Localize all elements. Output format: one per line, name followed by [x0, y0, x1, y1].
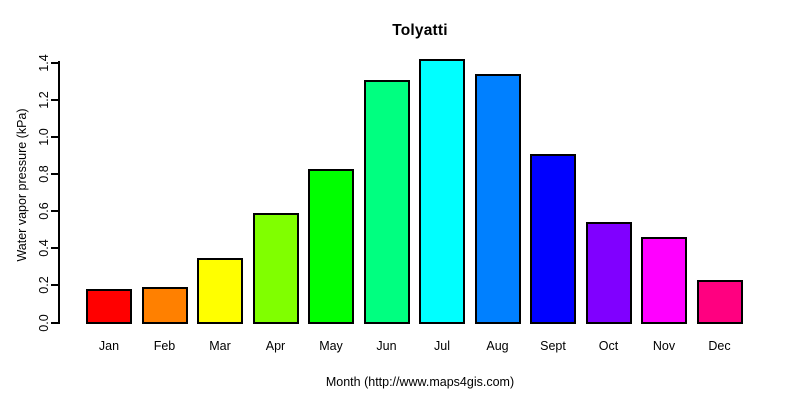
y-tick-mark	[51, 136, 59, 139]
y-tick-mark	[51, 99, 59, 102]
x-tick-label-dec: Dec	[708, 339, 731, 353]
x-tick-label-feb: Feb	[153, 339, 176, 353]
y-tick-label: 0.8	[37, 165, 51, 183]
chart-title: Tolyatti	[392, 22, 448, 39]
bar-mar	[197, 257, 243, 325]
y-tick-label: 0.6	[37, 202, 51, 220]
x-tick-label-may: May	[319, 339, 343, 353]
bar-feb	[141, 287, 188, 325]
y-tick-mark	[51, 210, 59, 213]
x-tick-label-mar: Mar	[209, 339, 231, 353]
bar-dec	[696, 279, 743, 325]
bar-jul	[419, 59, 465, 325]
x-tick-label-aug: Aug	[486, 339, 509, 353]
y-tick-mark	[51, 173, 59, 176]
y-tick-mark	[51, 284, 59, 287]
y-tick-label: 1.0	[37, 128, 51, 146]
x-tick-label-oct: Oct	[598, 339, 619, 353]
x-axis-title: Month (http://www.maps4gis.com)	[325, 375, 515, 389]
x-tick-label-jul: Jul	[434, 339, 450, 353]
bar-nov	[641, 237, 687, 325]
bar-oct	[585, 222, 632, 325]
bar-jun	[363, 79, 410, 325]
bar-jan	[86, 289, 132, 325]
y-tick-label: 0.2	[37, 276, 51, 295]
bar-apr	[252, 213, 299, 325]
y-tick-mark	[51, 61, 59, 64]
x-tick-label-nov: Nov	[652, 339, 676, 353]
bar-sept	[530, 153, 576, 325]
y-tick-mark	[51, 247, 59, 250]
x-tick-label-jun: Jun	[376, 339, 397, 353]
bar-may	[308, 168, 354, 325]
y-tick-label: 1.4	[37, 54, 51, 72]
bar-aug	[474, 74, 521, 325]
y-tick-label: 0.0	[37, 313, 51, 332]
y-tick-mark	[51, 321, 59, 324]
y-axis-line	[58, 61, 60, 324]
x-tick-label-sept: Sept	[540, 339, 566, 353]
y-axis-title: Water vapor pressure (kPa)	[15, 108, 29, 262]
x-tick-label-apr: Apr	[265, 339, 286, 353]
x-tick-label-jan: Jan	[98, 339, 120, 353]
y-tick-label: 1.2	[37, 91, 51, 109]
y-tick-label: 0.4	[37, 239, 51, 258]
